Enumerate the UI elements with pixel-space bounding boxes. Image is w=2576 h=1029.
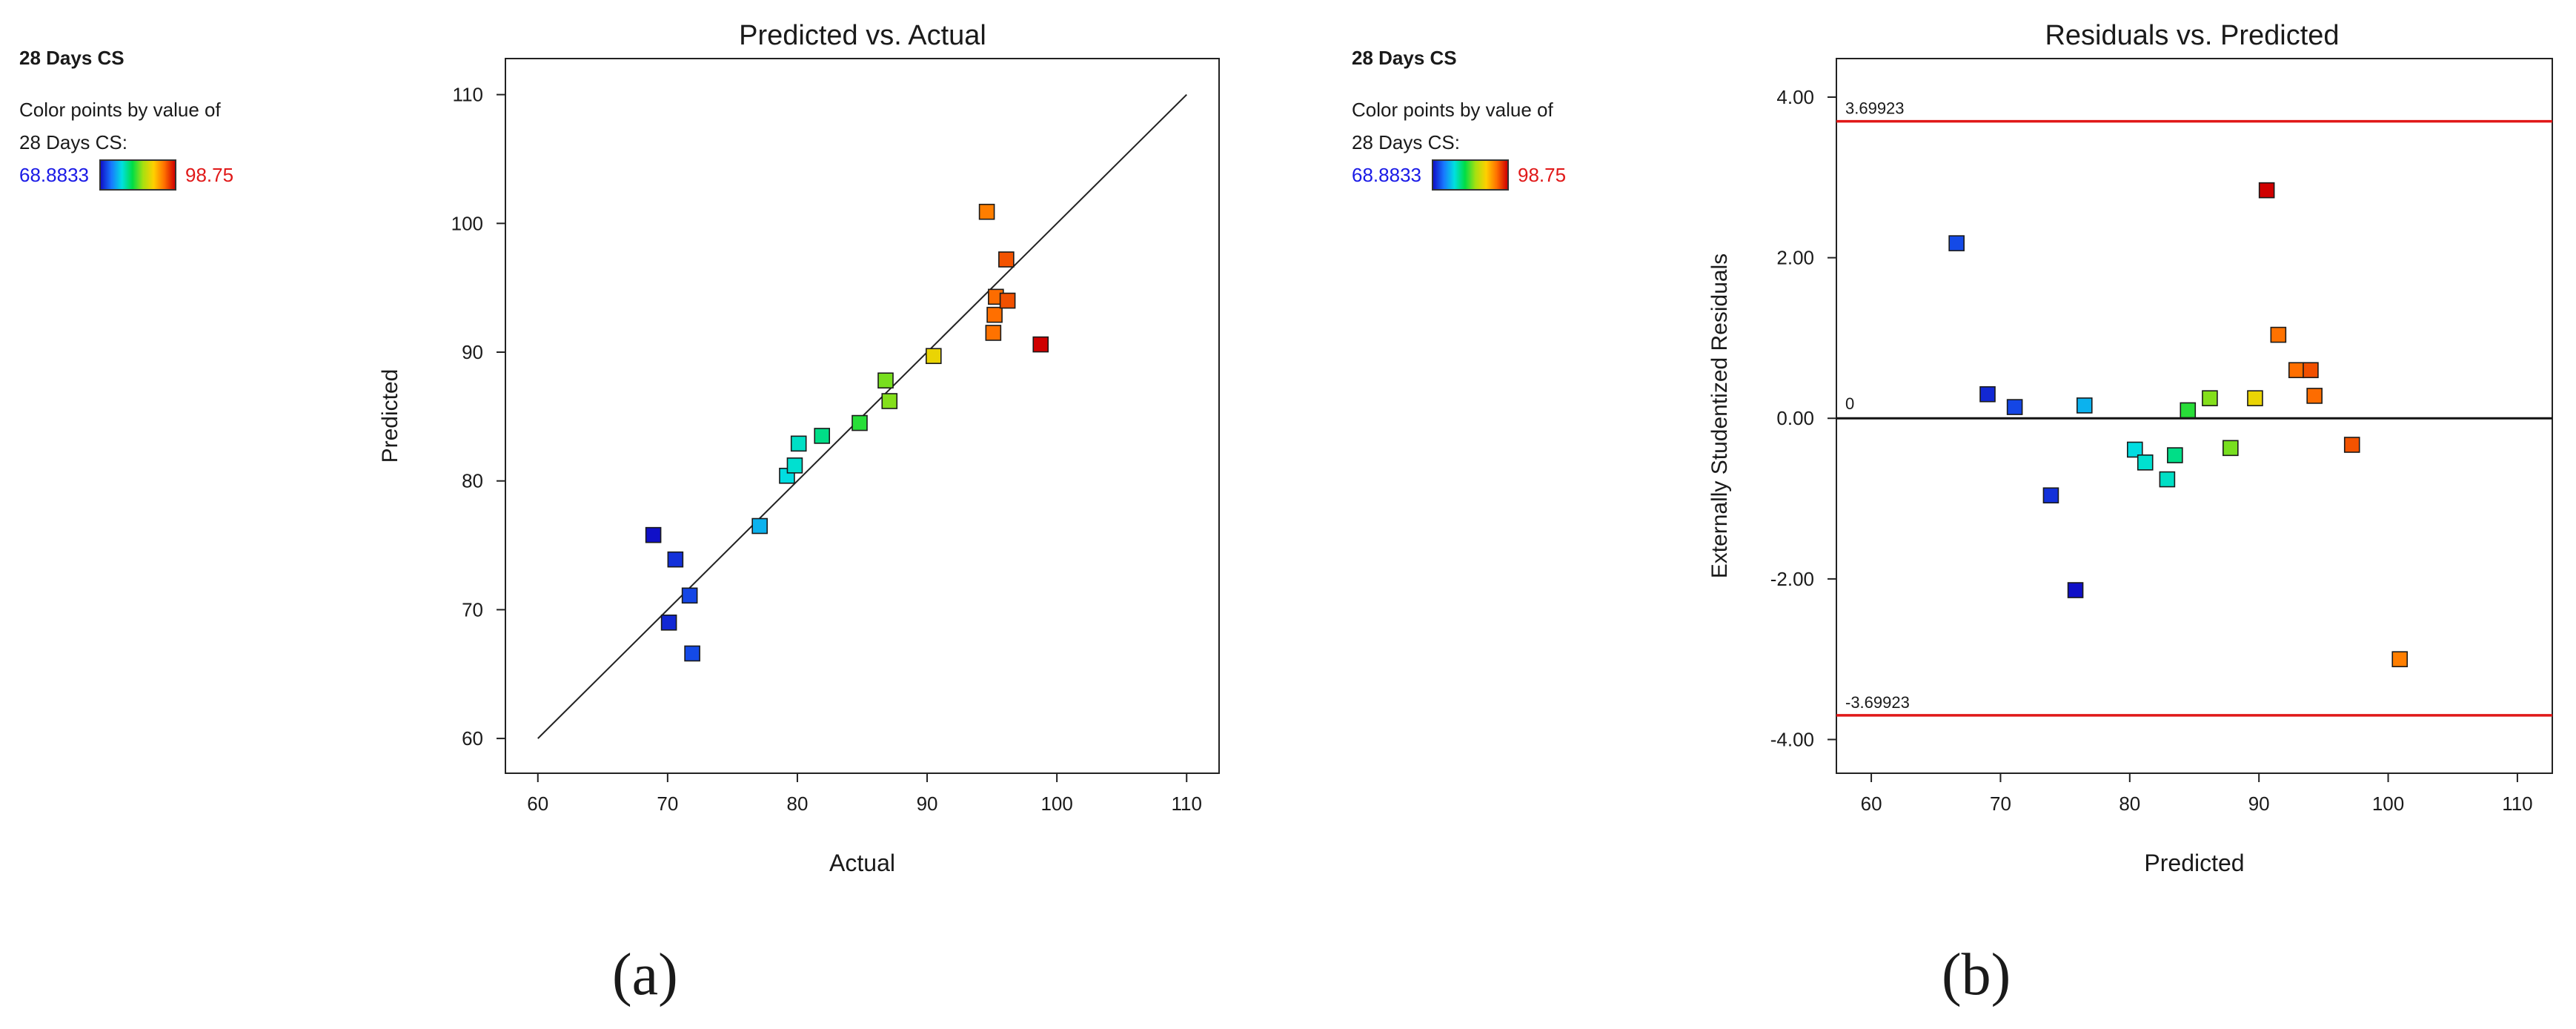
data-point: [998, 251, 1015, 268]
data-point: [2159, 471, 2176, 488]
legend-title: 28 Days CS: [1352, 47, 1457, 69]
data-point: [2223, 440, 2239, 457]
plot-frame: [1836, 58, 2553, 774]
y-axis-label: Predicted: [378, 369, 402, 463]
x-tick-label: 100: [2372, 793, 2404, 815]
legend-gradient-bar: [99, 159, 176, 191]
legend-min-label: 68.8833: [19, 164, 89, 186]
data-point: [986, 306, 1003, 323]
x-tick-label: 60: [1861, 793, 1882, 815]
zero-line-label: 0: [1845, 394, 1854, 413]
data-point: [1979, 386, 1996, 403]
data-point: [684, 645, 700, 662]
x-tick-label: 110: [1172, 793, 1202, 815]
data-point: [2006, 399, 2023, 415]
data-point: [2343, 437, 2360, 453]
data-point: [852, 414, 868, 431]
y-tick-label: 60: [462, 727, 483, 750]
y-tick-label: 110: [453, 84, 483, 106]
data-point: [881, 393, 898, 409]
data-point: [814, 428, 831, 444]
y-tick-label: 4.00: [1776, 86, 1814, 108]
data-point: [2288, 362, 2305, 379]
y-axis-label: Externally Studentized Residuals: [1707, 254, 1732, 579]
limit-line-label: -3.69923: [1845, 693, 1910, 712]
data-point: [2258, 182, 2275, 199]
legend-title: 28 Days CS: [19, 47, 125, 69]
x-axis-label: Predicted: [2144, 850, 2244, 876]
data-point: [2247, 390, 2263, 406]
x-tick-label: 100: [1040, 793, 1072, 815]
data-point: [985, 325, 1002, 341]
color-legend-a: 28 Days CS Color points by value of 28 D…: [19, 42, 233, 191]
data-point: [2303, 362, 2319, 379]
data-point: [786, 457, 803, 474]
legend-max-label: 98.75: [185, 164, 234, 186]
y-tick-label: 2.00: [1776, 247, 1814, 269]
chart-title: Predicted vs. Actual: [739, 20, 986, 51]
data-point: [877, 372, 894, 389]
limit-line-label: 3.69923: [1845, 99, 1905, 118]
data-point: [2137, 454, 2154, 471]
data-point: [2167, 447, 2183, 463]
data-point: [2306, 388, 2323, 404]
y-tick-label: 90: [462, 341, 483, 363]
data-point: [2076, 397, 2093, 414]
legend-caption-line2: 28 Days CS:: [1352, 131, 1460, 153]
data-point: [926, 348, 942, 365]
x-tick-label: 80: [786, 793, 808, 815]
legend-caption-line2: 28 Days CS:: [19, 131, 127, 153]
plot-frame: [505, 58, 1220, 774]
legend-min-label: 68.8833: [1352, 164, 1421, 186]
x-tick-label: 90: [2248, 793, 2270, 815]
data-point: [1032, 336, 1049, 353]
chart-title: Residuals vs. Predicted: [2045, 20, 2339, 51]
x-tick-label: 70: [657, 793, 678, 815]
data-point: [2391, 651, 2409, 667]
x-tick-label: 110: [2502, 793, 2532, 815]
data-point: [999, 292, 1016, 309]
legend-caption-line1: Color points by value of: [19, 99, 221, 121]
data-point: [667, 551, 684, 568]
data-point: [751, 517, 768, 535]
data-point: [2202, 390, 2218, 406]
legend-gradient-bar: [1431, 159, 1509, 191]
data-point: [2180, 402, 2197, 419]
data-point: [2067, 582, 2084, 598]
y-tick-label: 0.00: [1776, 407, 1814, 429]
data-point: [2042, 487, 2059, 504]
legend-caption-line1: Color points by value of: [1352, 99, 1553, 121]
data-point: [790, 435, 807, 452]
y-tick-label: -2.00: [1770, 568, 1814, 590]
data-point: [681, 587, 698, 604]
data-point: [978, 203, 995, 220]
y-tick-label: 100: [451, 212, 483, 234]
x-axis-label: Actual: [829, 850, 895, 876]
y-tick-label: 70: [462, 598, 483, 621]
y-tick-label: -4.00: [1770, 729, 1814, 751]
y-tick-label: 80: [462, 470, 483, 492]
legend-max-label: 98.75: [1517, 164, 1567, 186]
subcaption-b: (b): [1942, 942, 2011, 1008]
legend-color-scale: 68.8833 98.75: [1352, 159, 1566, 191]
x-tick-label: 80: [2119, 793, 2140, 815]
data-point: [645, 526, 662, 543]
x-tick-label: 90: [917, 793, 938, 815]
subcaption-a: (a): [612, 942, 678, 1008]
legend-color-scale: 68.8833 98.75: [19, 159, 233, 191]
x-tick-label: 60: [527, 793, 548, 815]
data-point: [1948, 235, 1965, 251]
data-point: [2270, 326, 2287, 343]
data-point: [2126, 441, 2143, 458]
data-point: [660, 614, 677, 631]
color-legend-b: 28 Days CS Color points by value of 28 D…: [1352, 42, 1566, 191]
x-tick-label: 70: [1990, 793, 2011, 815]
